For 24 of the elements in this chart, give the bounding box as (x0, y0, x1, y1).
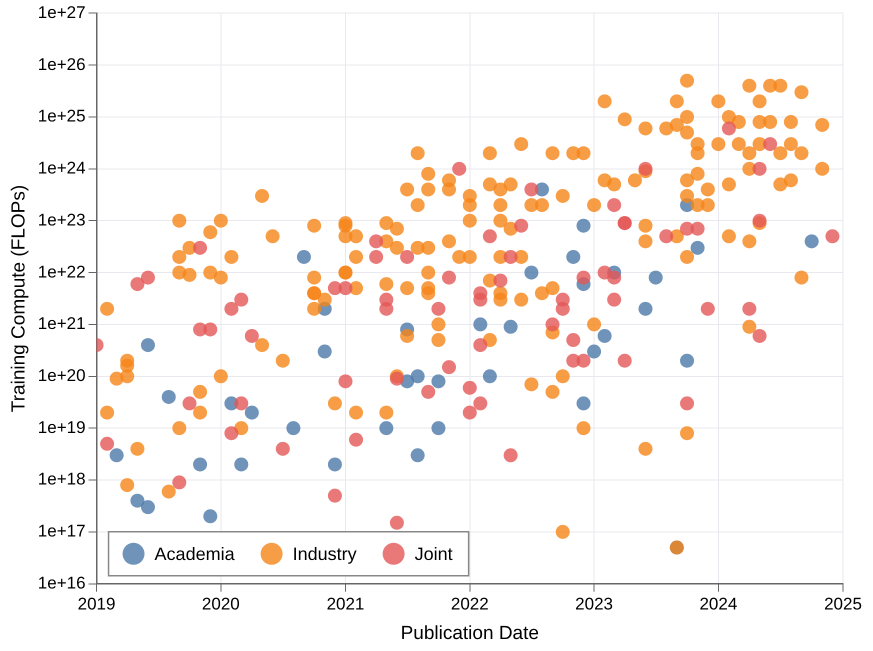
y-tick-label: 1e+27 (38, 2, 86, 22)
y-tick-label: 1e+26 (38, 54, 86, 74)
y-tick-label: 1e+23 (38, 210, 86, 230)
y-tick-label: 1e+17 (38, 522, 86, 541)
y-tick-label: 1e+24 (38, 158, 86, 178)
y-tick-label: 1e+25 (38, 106, 86, 126)
y-tick-label: 1e+19 (38, 418, 86, 437)
y-tick-label: 1e+16 (38, 573, 86, 592)
y-tick-label: 1e+18 (38, 470, 86, 489)
x-axis-title: Publication Date (400, 622, 539, 644)
legend-label: Industry (292, 544, 357, 564)
y-axis-title: Training Compute (FLOPs) (8, 184, 30, 412)
x-tick-label: 2024 (699, 594, 738, 614)
x-tick-label: 2019 (78, 594, 116, 614)
y-tick-label: 1e+22 (38, 262, 86, 282)
x-tick-label: 2020 (202, 594, 240, 614)
y-tick-label: 1e+20 (38, 366, 86, 385)
x-tick-label: 2022 (450, 594, 489, 614)
y-tick-label: 1e+21 (38, 314, 86, 334)
legend-label: Academia (154, 544, 236, 564)
legend-label: Joint (414, 544, 453, 564)
x-tick-label: 2023 (575, 594, 613, 614)
x-tick-label: 2021 (326, 594, 364, 614)
x-tick-label: 2025 (824, 594, 862, 614)
